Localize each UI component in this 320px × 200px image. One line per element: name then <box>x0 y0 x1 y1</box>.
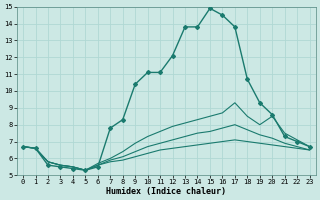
X-axis label: Humidex (Indice chaleur): Humidex (Indice chaleur) <box>106 187 226 196</box>
